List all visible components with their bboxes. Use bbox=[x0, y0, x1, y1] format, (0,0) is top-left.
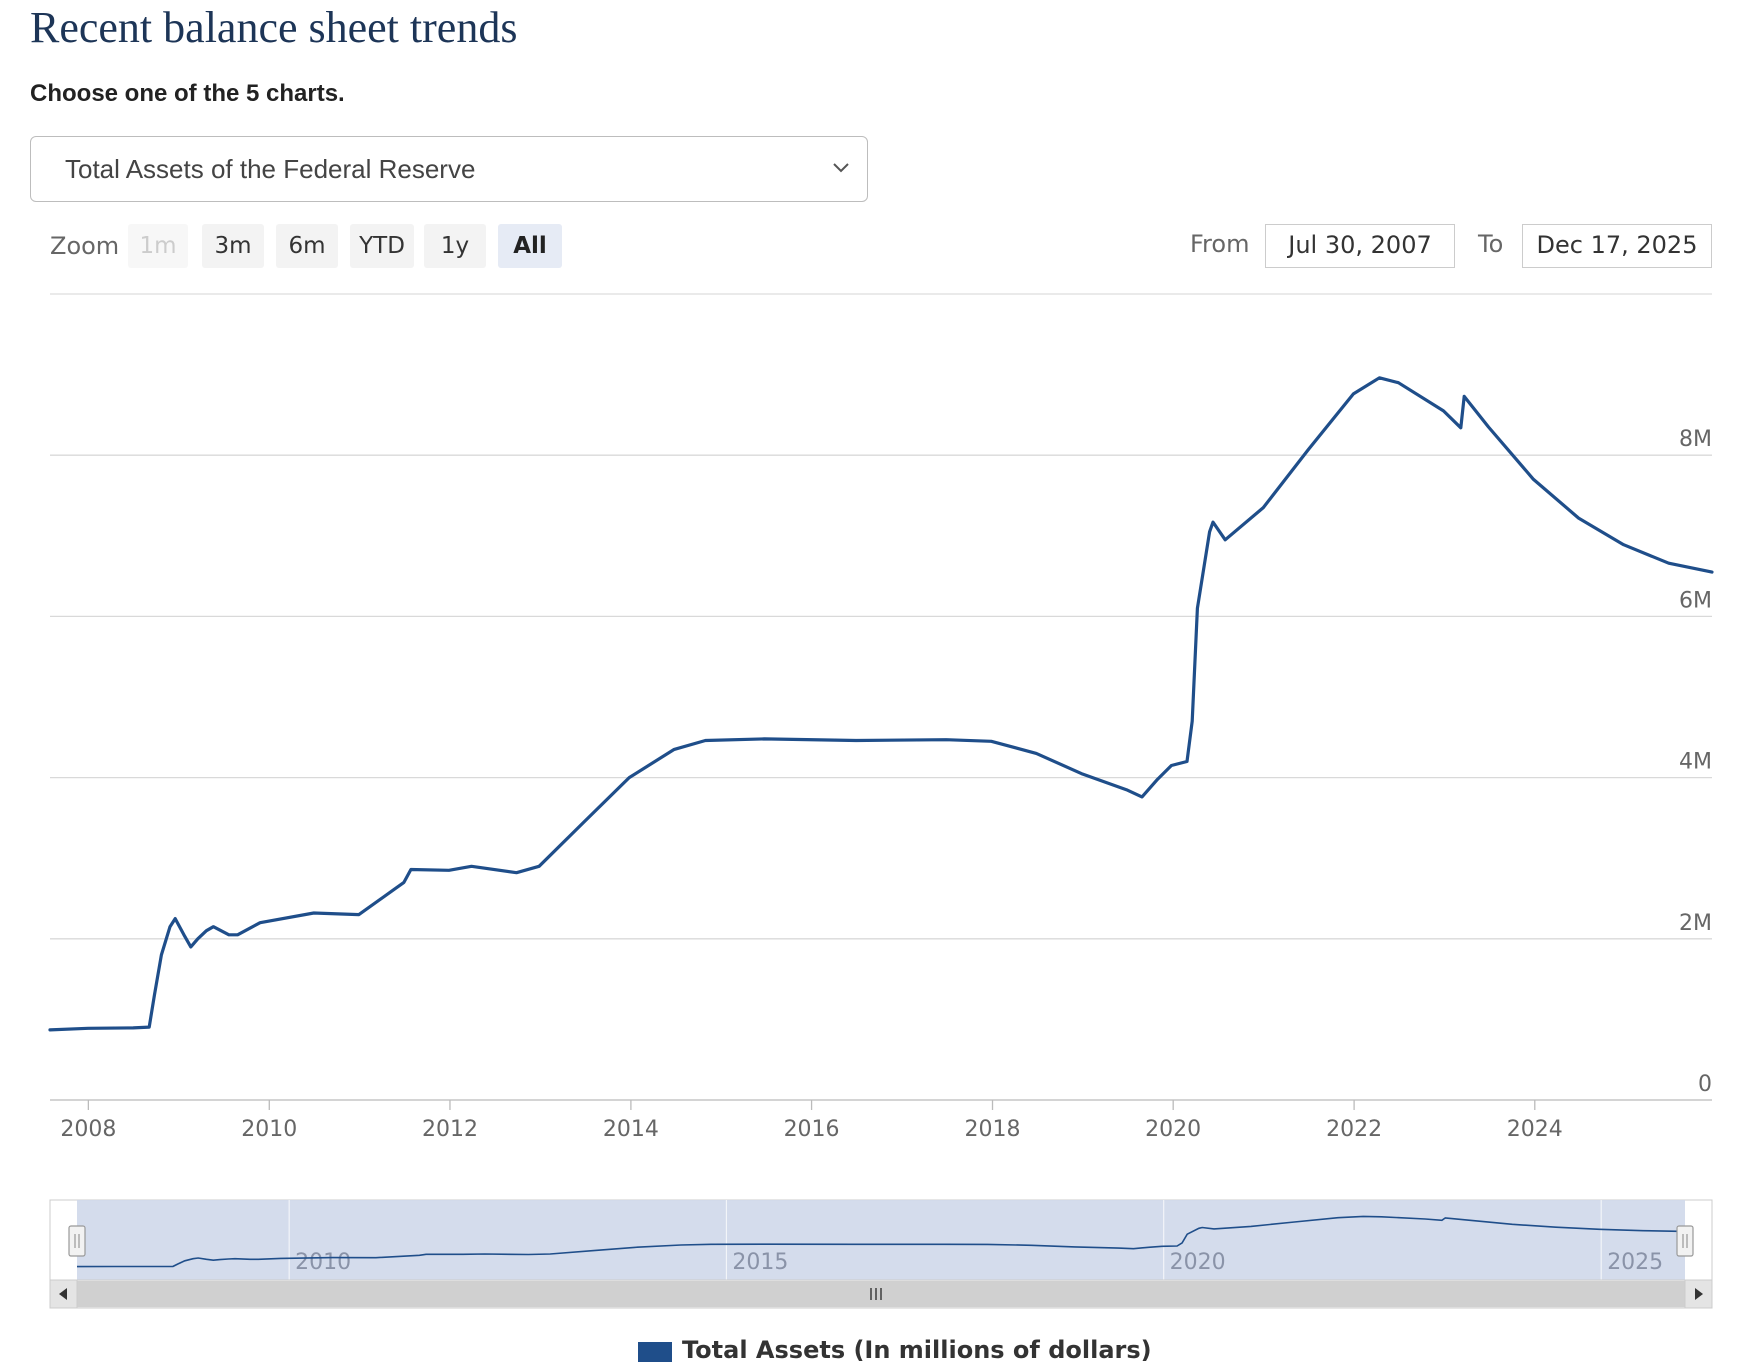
x-tick-label: 2012 bbox=[422, 1117, 478, 1142]
x-tick-label: 2020 bbox=[1145, 1117, 1201, 1142]
legend-label: Total Assets (In millions of dollars) bbox=[682, 1336, 1152, 1364]
x-tick-label: 2024 bbox=[1507, 1117, 1563, 1142]
zoom-1y-button[interactable]: 1y bbox=[424, 224, 486, 268]
zoom-3m-button[interactable]: 3m bbox=[202, 224, 264, 268]
range-to-input[interactable]: Dec 17, 2025 bbox=[1522, 224, 1712, 268]
y-tick-label: 8M bbox=[1679, 427, 1712, 452]
navigator-left-handle[interactable] bbox=[68, 1225, 86, 1257]
series-line-total-assets bbox=[48, 376, 1714, 1032]
x-tick-label: 2014 bbox=[603, 1117, 659, 1142]
legend-swatch bbox=[638, 1342, 672, 1362]
zoom-label: Zoom bbox=[50, 232, 120, 260]
chart-selector-dropdown[interactable]: Total Assets of the Federal Reserve bbox=[30, 136, 868, 202]
chart-chooser-instruction: Choose one of the 5 charts. bbox=[30, 80, 345, 107]
scrollbar[interactable] bbox=[49, 1279, 1713, 1309]
navigator[interactable]: 2010 2015 2020 2025 bbox=[49, 1199, 1713, 1281]
range-to-label: To bbox=[1478, 230, 1504, 258]
zoom-all-button[interactable]: All bbox=[498, 224, 562, 268]
range-from-label: From bbox=[1190, 230, 1250, 258]
x-tick-label: 2010 bbox=[241, 1117, 297, 1142]
navigator-gridlines: 2010 2015 2020 2025 bbox=[288, 1200, 1663, 1280]
range-from-input[interactable]: Jul 30, 2007 bbox=[1265, 224, 1455, 268]
y-tick-label: 6M bbox=[1679, 588, 1712, 613]
navigator-tick-label: 2020 bbox=[1170, 1250, 1226, 1275]
navigator-series-line bbox=[76, 1215, 1686, 1268]
y-tick-label: 4M bbox=[1679, 750, 1712, 775]
x-tick-label: 2022 bbox=[1326, 1117, 1382, 1142]
navigator-tick-label: 2025 bbox=[1607, 1250, 1663, 1275]
navigator-tick-label: 2015 bbox=[732, 1250, 788, 1275]
navigator-tick-label: 2010 bbox=[295, 1250, 351, 1275]
zoom-1m-button[interactable]: 1m bbox=[128, 224, 188, 268]
scrollbar-grip-icon bbox=[870, 1288, 882, 1300]
zoom-ytd-button[interactable]: YTD bbox=[350, 224, 414, 268]
chevron-down-icon bbox=[833, 163, 849, 173]
y-axis-ticks: 0 2M 4M 6M 8M bbox=[1679, 427, 1712, 1097]
y-tick-label: 0 bbox=[1698, 1072, 1712, 1097]
x-axis-ticks: 2008 2010 2012 2014 2016 2018 2020 2022 2024 bbox=[60, 1100, 1563, 1142]
navigator-selection-mask[interactable] bbox=[77, 1200, 1685, 1280]
navigator-right-handle[interactable] bbox=[1676, 1225, 1694, 1257]
page-title: Recent balance sheet trends bbox=[30, 3, 518, 52]
scroll-right-arrow-icon bbox=[1695, 1288, 1703, 1300]
gridlines bbox=[50, 454, 1712, 1101]
x-tick-label: 2018 bbox=[965, 1117, 1021, 1142]
x-tick-label: 2008 bbox=[60, 1117, 116, 1142]
x-tick-label: 2016 bbox=[784, 1117, 840, 1142]
scrollbar-left-button[interactable] bbox=[49, 1279, 78, 1309]
chart-selector-value: Total Assets of the Federal Reserve bbox=[65, 154, 476, 184]
zoom-6m-button[interactable]: 6m bbox=[276, 224, 338, 268]
y-tick-label: 2M bbox=[1679, 911, 1712, 936]
scroll-left-arrow-icon bbox=[59, 1288, 67, 1300]
